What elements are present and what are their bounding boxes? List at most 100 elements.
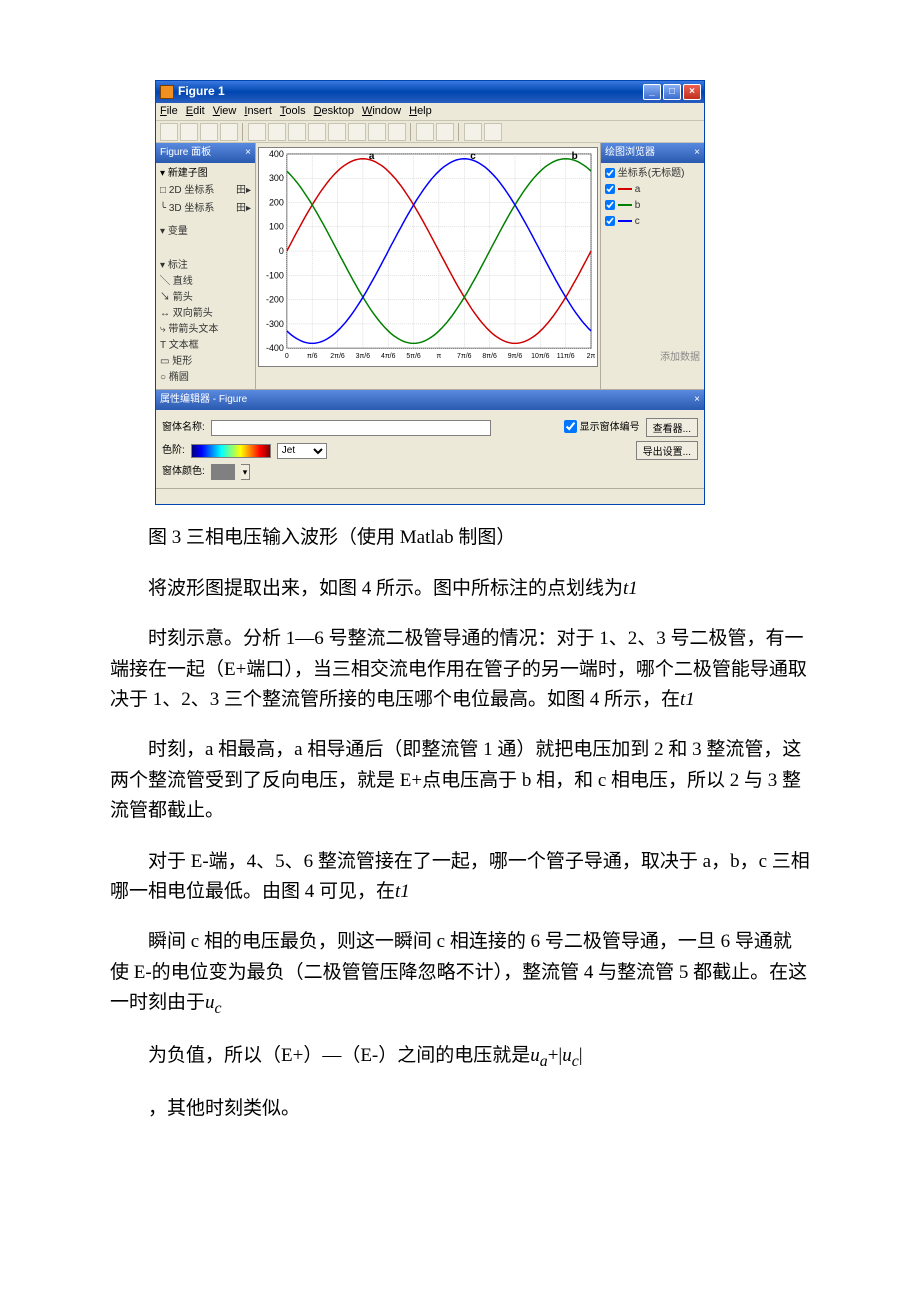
bgcolor-label: 窗体颜色:: [162, 464, 205, 480]
body-area: Figure 面板 × ▾ 新建子图 □ 2D 坐标系田▸ ╰ 3D 坐标系田▸…: [156, 143, 704, 389]
svg-text:c: c: [470, 151, 476, 162]
legend-checkbox[interactable]: [605, 184, 615, 194]
matlab-icon: [160, 85, 174, 99]
svg-text:-300: -300: [266, 319, 284, 329]
pan-icon[interactable]: [308, 123, 326, 141]
print-icon[interactable]: [220, 123, 238, 141]
brush-icon[interactable]: [368, 123, 386, 141]
legend-swatch: [618, 188, 632, 190]
colormap-label: 色阶:: [162, 443, 185, 459]
palette-header: Figure 面板 ×: [156, 143, 255, 163]
palette-section-new: 新建子图: [168, 168, 208, 179]
window-title: Figure 1: [178, 82, 225, 101]
plot-browser: 绘图浏览器 × 坐标系(无标题) a b c 添加数据: [600, 143, 704, 389]
paragraph-7: ，其他时刻类似。: [110, 1094, 810, 1124]
grid-3d-icon[interactable]: 田▸: [236, 201, 251, 217]
menubar: File Edit View Insert Tools Desktop Wind…: [156, 103, 704, 121]
browser-close-icon[interactable]: ×: [694, 145, 700, 161]
palette-section-anno: 标注: [168, 260, 188, 271]
anno-rect[interactable]: ▭ 矩形: [160, 354, 251, 370]
menu-insert[interactable]: Insert: [244, 103, 272, 121]
legend-label: c: [635, 216, 640, 227]
export-button[interactable]: 导出设置...: [636, 441, 698, 460]
property-header: 属性编辑器 - Figure ×: [156, 390, 704, 410]
menu-edit[interactable]: Edit: [186, 103, 205, 121]
menu-file[interactable]: File: [160, 103, 178, 121]
data-cursor-icon[interactable]: [348, 123, 366, 141]
plot-tools-icon[interactable]: [464, 123, 482, 141]
legend-checkbox[interactable]: [605, 216, 615, 226]
bgcolor-swatch[interactable]: [211, 464, 235, 480]
menu-help[interactable]: Help: [409, 103, 432, 121]
show-number-checkbox[interactable]: 显示窗体编号: [564, 420, 640, 436]
legend-item[interactable]: c: [605, 214, 700, 230]
legend-icon[interactable]: [436, 123, 454, 141]
figure-caption: 图 3 三相电压输入波形（使用 Matlab 制图）: [110, 523, 810, 553]
svg-text:200: 200: [269, 197, 284, 207]
rotate-icon[interactable]: [328, 123, 346, 141]
palette-section-vars: 变量: [168, 226, 188, 237]
hide-plot-tools-icon[interactable]: [484, 123, 502, 141]
palette-close-icon[interactable]: ×: [245, 145, 251, 161]
legend-item[interactable]: b: [605, 198, 700, 214]
anno-2arrow[interactable]: ↔ 双向箭头: [160, 306, 251, 322]
axes-2d-item[interactable]: □ 2D 坐标系: [160, 183, 214, 199]
figure-window-container: Figure 1 _ □ × File Edit View Insert Too…: [155, 80, 810, 505]
toolbar: [156, 121, 704, 143]
pointer-icon[interactable]: [248, 123, 266, 141]
svg-text:π/6: π/6: [307, 353, 318, 360]
svg-text:8π/6: 8π/6: [482, 353, 497, 360]
bgcolor-dropdown[interactable]: ▾: [241, 464, 251, 480]
legend-axes-label: 坐标系(无标题): [618, 168, 685, 179]
anno-line[interactable]: ╲ 直线: [160, 274, 251, 290]
svg-text:a: a: [369, 151, 375, 162]
link-icon[interactable]: [388, 123, 406, 141]
legend-checkbox-axes[interactable]: [605, 168, 615, 178]
menu-window[interactable]: Window: [362, 103, 401, 121]
document-text: 图 3 三相电压输入波形（使用 Matlab 制图） 将波形图提取出来，如图 4…: [110, 523, 810, 1124]
palette-title: Figure 面板: [160, 145, 211, 161]
svg-text:2π/6: 2π/6: [330, 353, 345, 360]
inspector-button[interactable]: 查看器...: [646, 418, 698, 437]
svg-text:400: 400: [269, 149, 284, 159]
anno-arrow[interactable]: ↘ 箭头: [160, 290, 251, 306]
anno-ellipse[interactable]: ○ 椭圆: [160, 370, 251, 386]
legend-item[interactable]: a: [605, 182, 700, 198]
svg-text:π: π: [437, 353, 442, 360]
figure-name-input[interactable]: [211, 420, 491, 436]
svg-text:2π: 2π: [587, 353, 596, 360]
legend-checkbox[interactable]: [605, 200, 615, 210]
paragraph-1: 将波形图提取出来，如图 4 所示。图中所标注的点划线为t1: [110, 574, 810, 604]
close-button[interactable]: ×: [683, 84, 701, 100]
minimize-button[interactable]: _: [643, 84, 661, 100]
zoom-in-icon[interactable]: [268, 123, 286, 141]
property-title: 属性编辑器 - Figure: [160, 392, 247, 408]
property-editor: 属性编辑器 - Figure × 窗体名称: 显示窗体编号 查看器...: [156, 389, 704, 488]
zoom-out-icon[interactable]: [288, 123, 306, 141]
menu-tools[interactable]: Tools: [280, 103, 306, 121]
titlebar: Figure 1 _ □ ×: [156, 81, 704, 103]
axes-3d-item[interactable]: ╰ 3D 坐标系: [160, 201, 214, 217]
add-data-link[interactable]: 添加数据: [660, 352, 700, 363]
browser-header: 绘图浏览器 ×: [601, 143, 704, 163]
anno-textbox[interactable]: T 文本框: [160, 338, 251, 354]
svg-text:b: b: [572, 151, 578, 162]
new-figure-icon[interactable]: [160, 123, 178, 141]
menu-view[interactable]: View: [213, 103, 237, 121]
statusbar: [156, 488, 704, 504]
anno-textarrow[interactable]: ⤷ 带箭头文本: [160, 322, 251, 338]
svg-text:11π/6: 11π/6: [557, 353, 575, 360]
colorbar-icon[interactable]: [416, 123, 434, 141]
svg-text:0: 0: [279, 246, 284, 256]
maximize-button[interactable]: □: [663, 84, 681, 100]
colormap-select[interactable]: Jet: [277, 443, 327, 459]
svg-text:-200: -200: [266, 295, 284, 305]
legend-label: a: [635, 184, 641, 195]
name-label: 窗体名称:: [162, 420, 205, 436]
grid-2d-icon[interactable]: 田▸: [236, 183, 251, 199]
menu-desktop[interactable]: Desktop: [314, 103, 354, 121]
property-close-icon[interactable]: ×: [694, 392, 700, 408]
figure-window: Figure 1 _ □ × File Edit View Insert Too…: [155, 80, 705, 505]
open-icon[interactable]: [180, 123, 198, 141]
save-icon[interactable]: [200, 123, 218, 141]
